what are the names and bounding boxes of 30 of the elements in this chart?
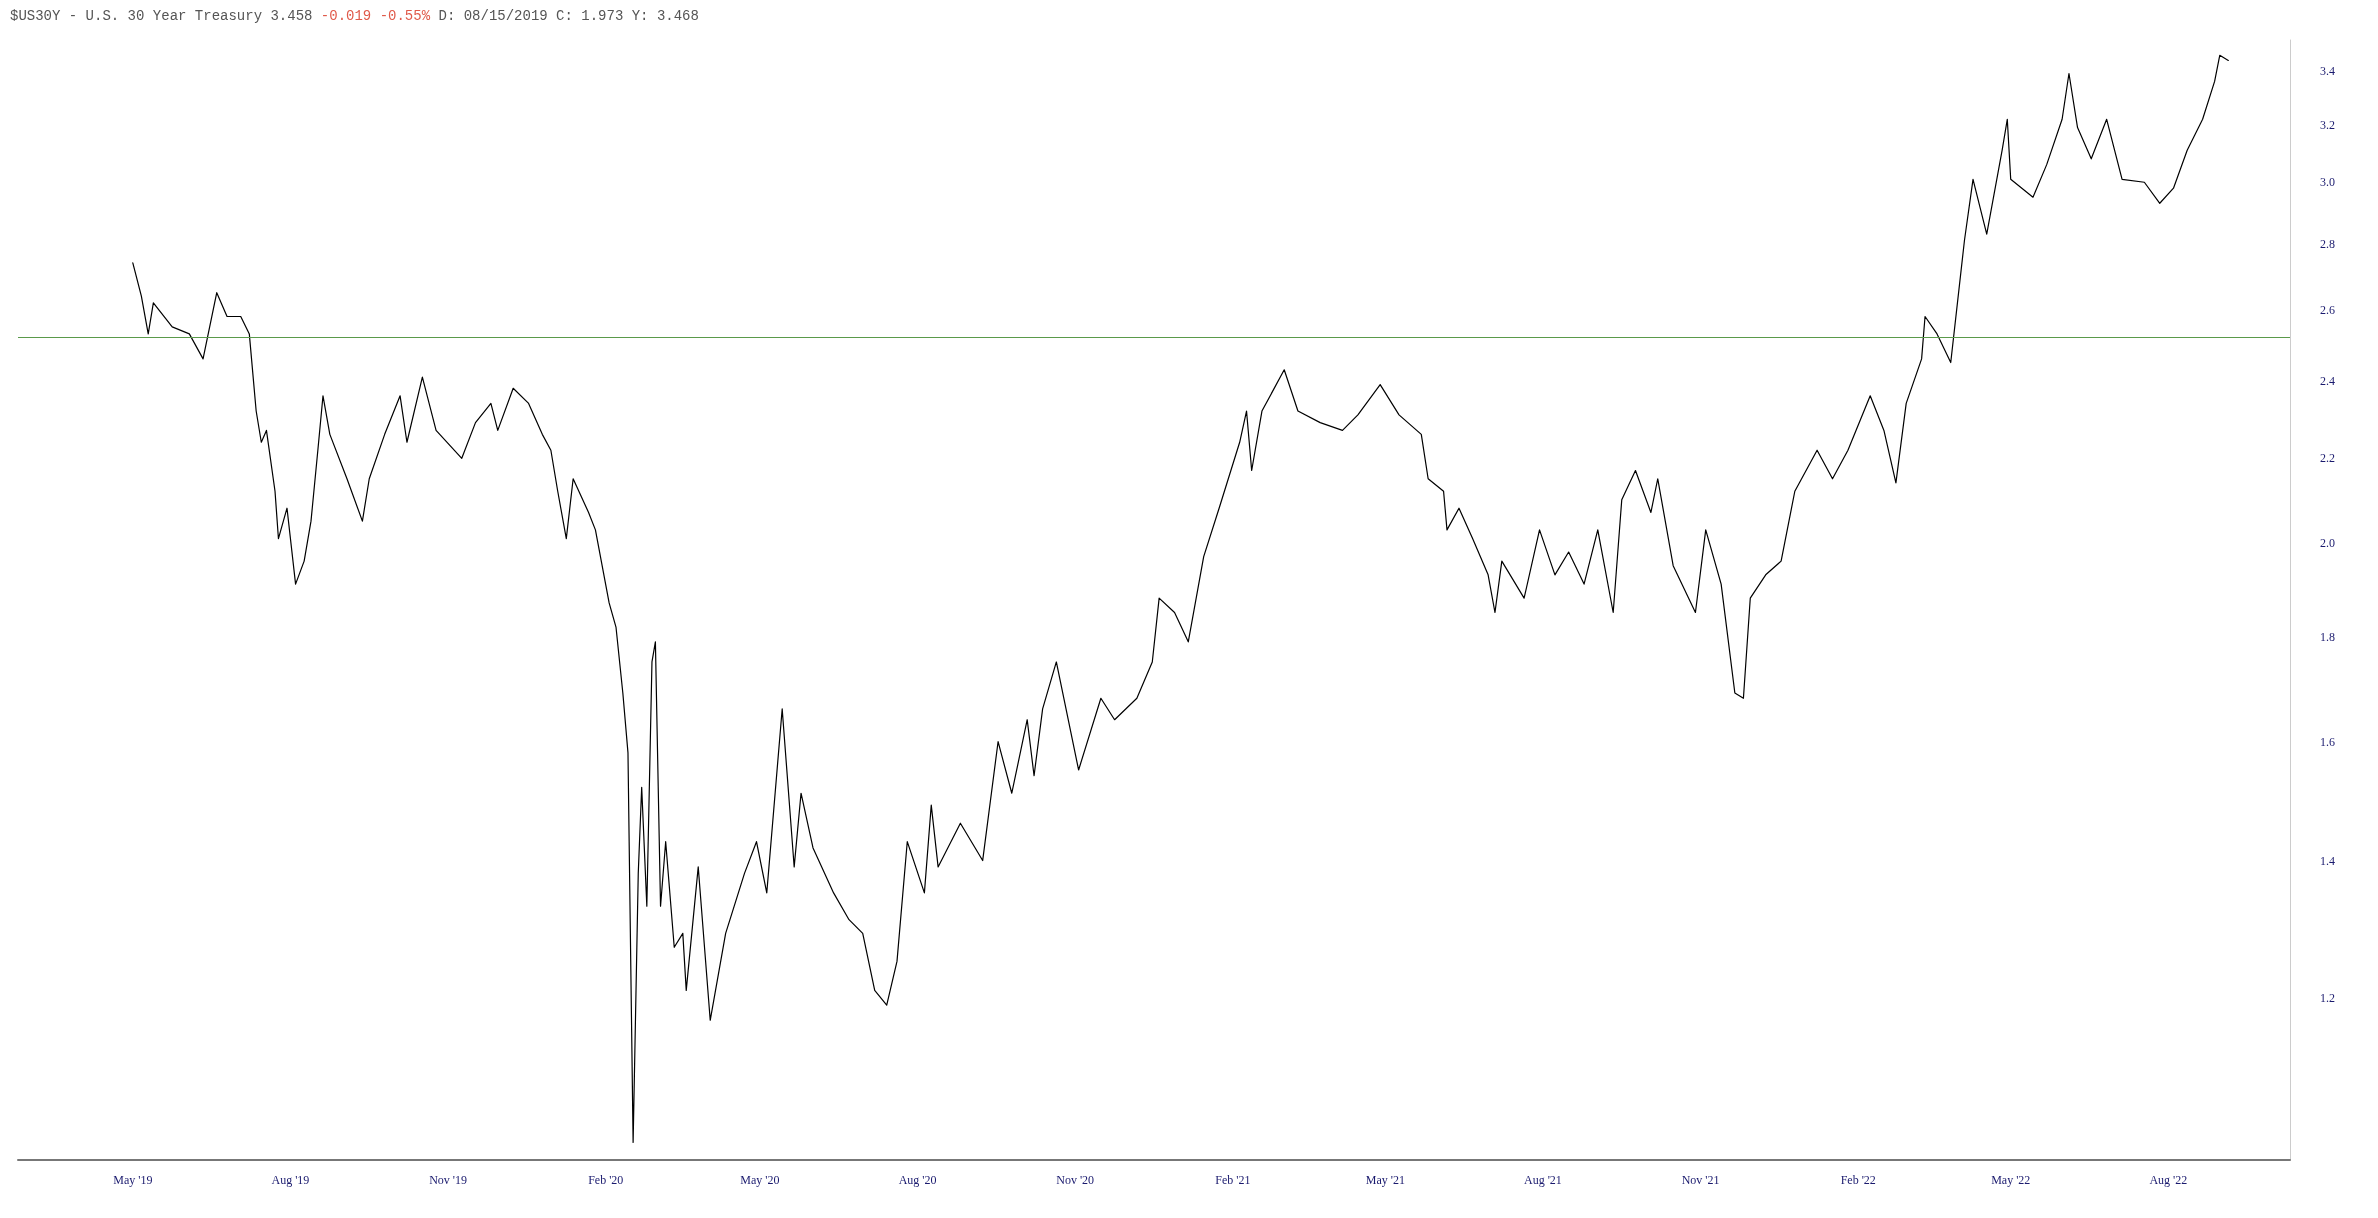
x-tick-label: Nov '21 bbox=[1681, 1173, 1720, 1187]
y-tick-label: 1.2 bbox=[2320, 990, 2335, 1005]
y-tick-label: 2.0 bbox=[2320, 536, 2335, 551]
x-tick-label: Aug '21 bbox=[1524, 1173, 1562, 1187]
x-tick-label: Aug '20 bbox=[898, 1173, 937, 1187]
x-tick-label: Feb '20 bbox=[588, 1173, 624, 1187]
y-tick-label: 3.0 bbox=[2320, 175, 2335, 190]
line-series bbox=[132, 54, 2229, 1143]
y-tick-label: 1.6 bbox=[2320, 734, 2335, 749]
chart-subtitle: -0.019 -0.55% bbox=[320, 8, 431, 24]
y-tick-label: 3.2 bbox=[2320, 117, 2335, 132]
y-tick-label: 2.8 bbox=[2320, 236, 2335, 251]
text: D: 08/15/2019 C: 1.973 Y: 3.468 bbox=[438, 8, 699, 24]
y-tick-label: 3.4 bbox=[2320, 63, 2335, 78]
x-tick-label: Aug '22 bbox=[2149, 1173, 2188, 1187]
y-tick-label: 2.6 bbox=[2320, 302, 2335, 317]
y-tick-label: 2.2 bbox=[2320, 451, 2335, 466]
x-tick-label: May '20 bbox=[740, 1173, 780, 1187]
x-tick-label: May '19 bbox=[113, 1173, 153, 1187]
chart-title: $US30Y - U.S. 30 Year Treasury 3.458 bbox=[10, 8, 313, 24]
y-tick-label: 1.4 bbox=[2320, 853, 2335, 868]
x-tick-label: Nov '19 bbox=[429, 1173, 467, 1187]
y-tick-label: 2.4 bbox=[2320, 373, 2335, 388]
x-tick-label: Nov '20 bbox=[1056, 1173, 1095, 1187]
x-tick-label: Feb '21 bbox=[1215, 1173, 1251, 1187]
x-tick-label: May '21 bbox=[1365, 1173, 1405, 1187]
y-tick-label: 1.8 bbox=[2320, 629, 2335, 644]
x-tick-label: Aug '19 bbox=[271, 1173, 310, 1187]
x-tick-label: Feb '22 bbox=[1840, 1173, 1876, 1187]
x-tick-label: May '22 bbox=[1991, 1173, 2031, 1187]
